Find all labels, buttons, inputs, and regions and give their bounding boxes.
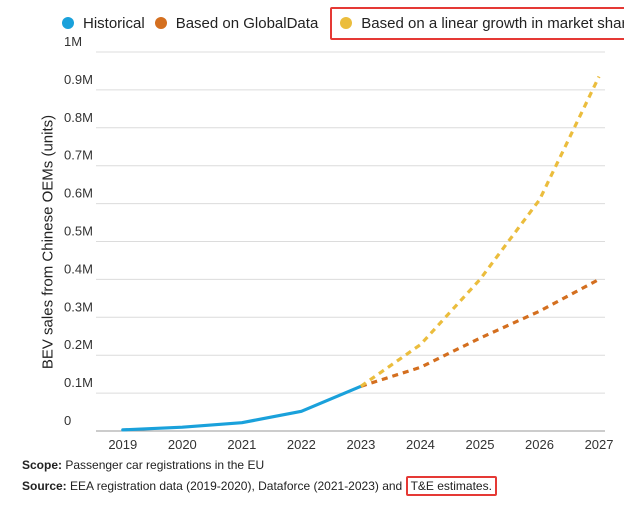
source-label: Source: [22, 479, 67, 493]
source-highlight: T&E estimates. [405, 476, 497, 496]
legend-item-historical: Historical [62, 15, 145, 32]
x-tick-label: 2027 [585, 437, 614, 452]
series-line-historical [121, 384, 363, 432]
scope-label: Scope: [22, 458, 63, 472]
x-tick-label: 2024 [406, 437, 435, 452]
y-tick-label: 0.2M [64, 337, 93, 352]
x-tick-label: 2026 [525, 437, 554, 452]
x-tick-label: 2022 [287, 437, 316, 452]
footer-source: Source: EEA registration data (2019-2020… [22, 476, 497, 496]
y-tick-label: 0.5M [64, 224, 93, 239]
legend-item-globaldata: Based on GlobalData [154, 14, 319, 32]
chart-legend: Historical Based on GlobalData Based on … [62, 6, 624, 40]
footer-scope: Scope: Passenger car registrations in th… [22, 458, 264, 472]
x-tick-label: 2025 [466, 437, 495, 452]
legend-dot-linear-growth [340, 17, 353, 29]
y-tick-label: 0.6M [64, 186, 93, 201]
y-tick-label: 1M [64, 34, 82, 49]
series-line-based-on-globaldata [360, 277, 600, 388]
legend-label-linear-growth: Based on a linear growth in market share [361, 14, 624, 32]
y-tick-label: 0.7M [64, 148, 93, 163]
source-text: EEA registration data (2019-2020), Dataf… [66, 479, 406, 493]
x-tick-label: 2023 [346, 437, 375, 452]
legend-dot-historical [62, 17, 74, 29]
y-tick-label: 0.9M [64, 72, 93, 87]
y-axis-label: BEV sales from Chinese OEMs (units) [39, 114, 57, 370]
scope-text: Passenger car registrations in the EU [62, 458, 265, 472]
legend-label-historical: Historical [83, 14, 145, 32]
x-tick-label: 2020 [168, 437, 197, 452]
y-tick-label: 0.4M [64, 261, 93, 276]
series-line-based-on-a-linear-growth-in-market-share [359, 75, 601, 388]
legend-dot-globaldata [154, 17, 167, 29]
y-tick-label: 0.1M [64, 375, 93, 390]
y-tick-label: 0.3M [64, 299, 93, 314]
legend-item-linear-growth: Based on a linear growth in market share [330, 6, 624, 40]
x-tick-label: 2021 [227, 437, 256, 452]
x-tick-label: 2019 [108, 437, 137, 452]
legend-label-globaldata: Based on GlobalData [175, 14, 319, 32]
y-tick-label: 0.8M [64, 110, 93, 125]
y-tick-label: 0 [64, 413, 71, 428]
